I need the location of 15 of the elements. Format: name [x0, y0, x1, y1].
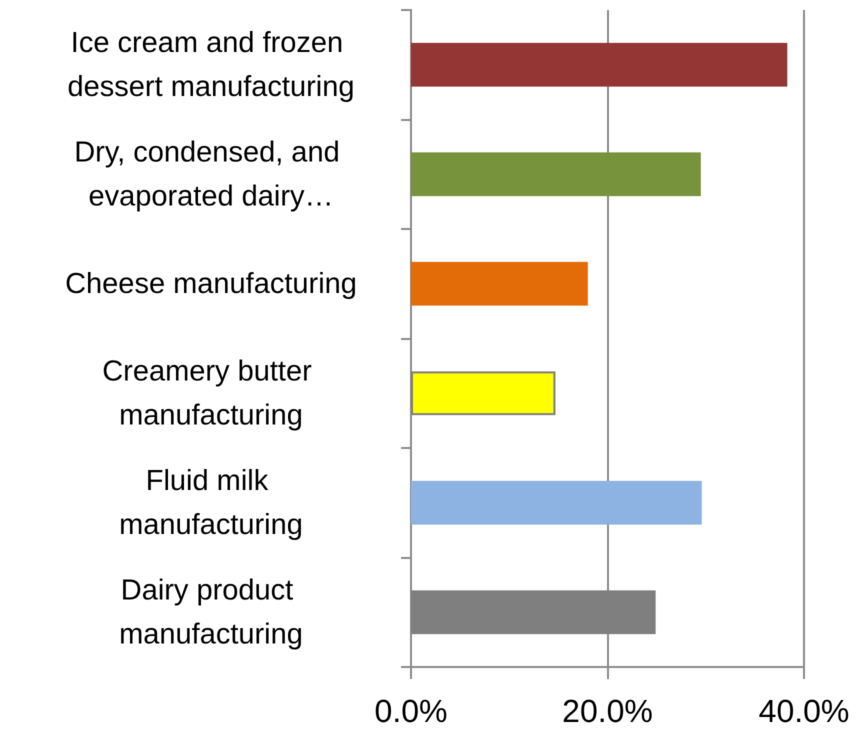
y-tick-label: Dry, condensed, and evaporated dairy…	[74, 136, 348, 212]
y-tick-label: Ice cream and frozen dessert manufacturing	[68, 26, 354, 103]
bar	[411, 480, 702, 525]
bar	[411, 42, 788, 87]
x-tick-label: 0.0%	[374, 693, 448, 729]
y-tick-label: Cheese manufacturing	[65, 268, 357, 300]
x-tick-label: 20.0%	[562, 693, 653, 729]
y-tick-label: Creamery butter manufacturing	[102, 355, 320, 432]
bar	[411, 262, 588, 306]
x-tick-label: 40.0%	[758, 693, 850, 729]
bar	[411, 371, 556, 416]
y-tick-label: Dairy product manufacturing	[119, 574, 303, 650]
y-tick-label: Fluid milk manufacturing	[119, 464, 303, 541]
bar	[411, 152, 701, 196]
bar	[411, 590, 656, 634]
